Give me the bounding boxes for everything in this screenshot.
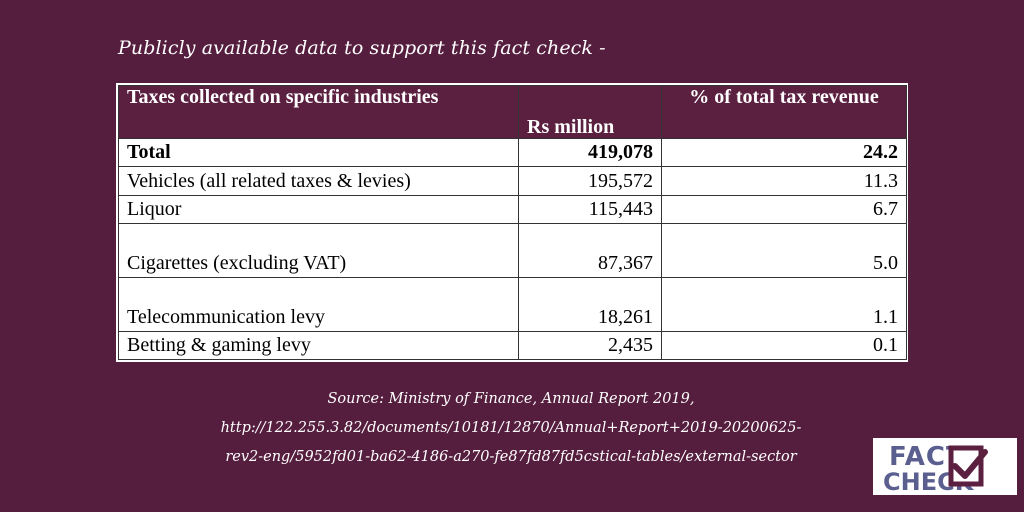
row-rs-million: 18,261 (518, 276, 662, 332)
row-rs-million: 195,572 (518, 166, 662, 196)
source-url-line[interactable]: http://122.255.3.82/documents/10181/1287… (220, 420, 802, 436)
checkmark-icon (948, 445, 988, 487)
source-line: Source: Ministry of Finance, Annual Repo… (327, 391, 695, 407)
intro-text: Publicly available data to support this … (118, 37, 606, 59)
row-rs-million: 2,435 (518, 330, 662, 361)
row-percent: 1.1 (661, 276, 907, 332)
table-row: Telecommunication levy 18,261 1.1 (118, 276, 907, 332)
row-percent: 6.7 (661, 194, 907, 225)
row-percent: 5.0 (661, 223, 907, 278)
table-row: Betting & gaming levy 2,435 0.1 (118, 330, 907, 361)
row-percent: 0.1 (661, 330, 907, 361)
row-label: Liquor (118, 194, 519, 225)
tax-table-container: Taxes collected on specific industries R… (116, 83, 908, 362)
header-industry: Taxes collected on specific industries (118, 85, 519, 139)
row-percent: 24.2 (661, 137, 907, 168)
source-citation: Source: Ministry of Finance, Annual Repo… (140, 385, 882, 472)
tax-table: Taxes collected on specific industries R… (118, 85, 907, 361)
table-row-total: Total 419,078 24.2 (118, 137, 907, 168)
fact-check-logo: FACT CHECK (873, 438, 1017, 495)
row-label: Total (118, 137, 519, 168)
row-label: Betting & gaming levy (118, 330, 519, 361)
header-rs-million: Rs million (518, 85, 662, 139)
row-rs-million: 115,443 (518, 194, 662, 225)
row-label: Cigarettes (excluding VAT) (118, 223, 519, 278)
header-percent-revenue: % of total tax revenue (661, 85, 907, 139)
row-label: Telecommunication levy (118, 276, 519, 332)
row-rs-million: 87,367 (518, 223, 662, 278)
table-header-row: Taxes collected on specific industries R… (118, 85, 907, 139)
row-percent: 11.3 (661, 166, 907, 196)
fact-check-logo-graphic: FACT CHECK (873, 438, 1017, 495)
table-row: Liquor 115,443 6.7 (118, 194, 907, 225)
table-row: Cigarettes (excluding VAT) 87,367 5.0 (118, 223, 907, 278)
source-url-line[interactable]: rev2-eng/5952fd01-ba62-4186-a270-fe87fd8… (225, 449, 797, 465)
row-label: Vehicles (all related taxes & levies) (118, 166, 519, 196)
row-rs-million: 419,078 (518, 137, 662, 168)
table-row: Vehicles (all related taxes & levies) 19… (118, 166, 907, 196)
